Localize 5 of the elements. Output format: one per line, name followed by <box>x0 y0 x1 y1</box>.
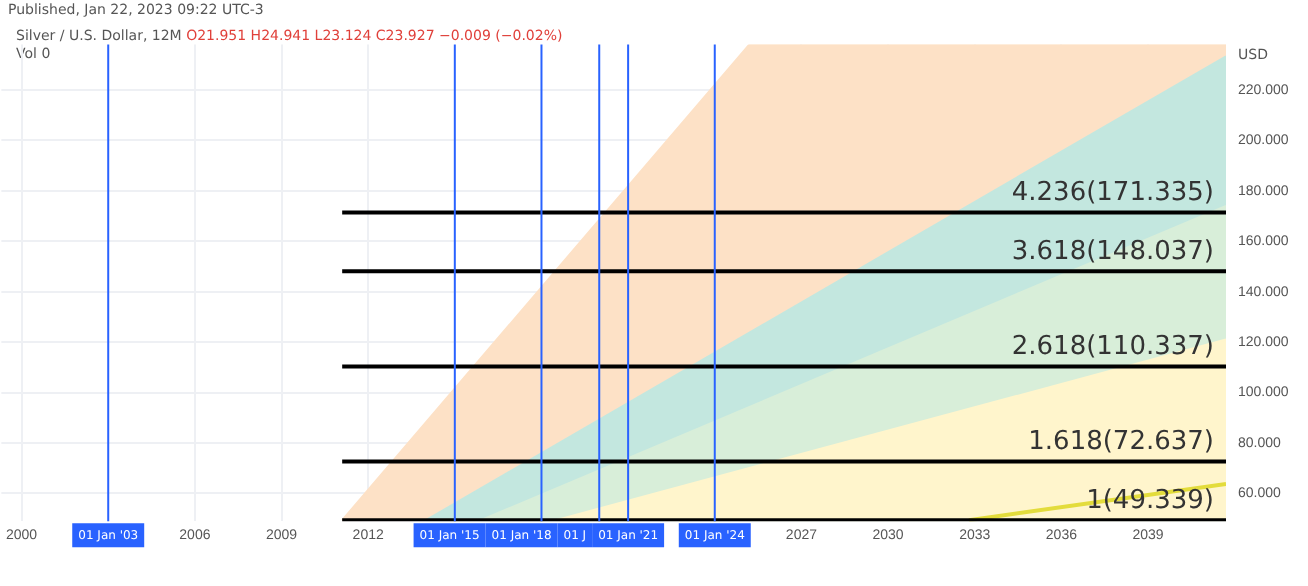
series-label: 2.618(110.337) <box>1011 332 1214 363</box>
series-label: 3.618(148.037) <box>1011 237 1214 268</box>
series-label: 1(49.339) <box>1086 486 1214 517</box>
series-label: 4.236(171.335) <box>1011 178 1214 209</box>
series-label: 1.618(72.637) <box>1028 427 1214 458</box>
